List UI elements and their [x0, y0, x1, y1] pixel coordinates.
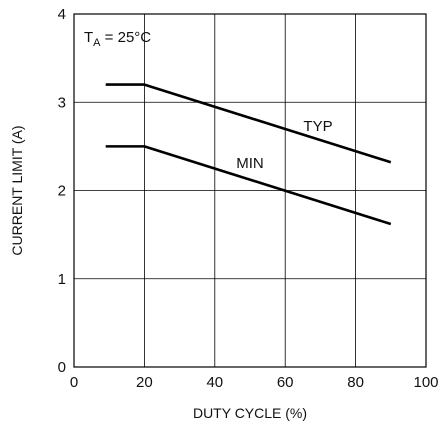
series-line-min — [105, 145, 392, 226]
y-tick-label: 3 — [58, 94, 66, 111]
x-tick-label: 60 — [277, 374, 294, 391]
y-tick-label: 4 — [58, 6, 66, 23]
annotation-rest: = 25°C — [101, 29, 152, 46]
temperature-annotation: TA = 25°C — [84, 29, 151, 49]
annotation-subscript: A — [93, 37, 101, 49]
series-line-typ — [105, 83, 392, 164]
x-tick-label: 40 — [206, 374, 223, 391]
tick-labels: 0 20 40 60 80 100 0 1 2 3 4 — [58, 6, 439, 391]
y-tick-label: 1 — [58, 271, 66, 288]
y-tick-label: 2 — [58, 183, 66, 200]
annotation-main: T — [84, 29, 93, 46]
x-axis-title: DUTY CYCLE (%) — [193, 405, 307, 421]
grid — [74, 14, 426, 367]
series-label-min: MIN — [236, 155, 264, 172]
x-tick-label: 0 — [70, 374, 78, 391]
x-tick-label: 20 — [136, 374, 153, 391]
y-axis-title: CURRENT LIMIT (A) — [9, 125, 25, 255]
series-label-typ: TYP — [303, 118, 332, 135]
plot-frame — [73, 13, 427, 368]
x-tick-label: 100 — [413, 374, 438, 391]
series-group: TYP MIN — [105, 83, 392, 226]
x-tick-label: 80 — [347, 374, 364, 391]
y-tick-label: 0 — [58, 359, 66, 376]
